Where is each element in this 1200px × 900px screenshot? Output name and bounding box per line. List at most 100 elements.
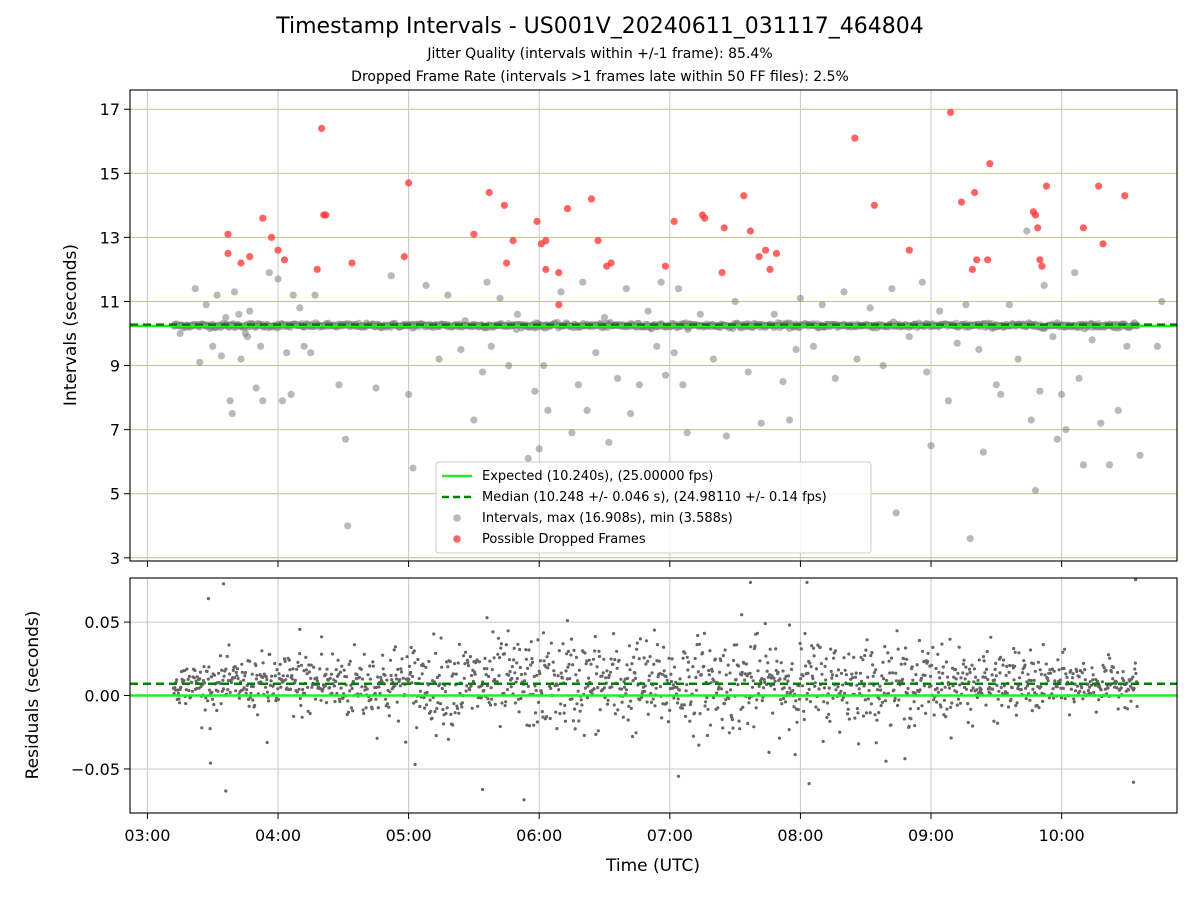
residual-point <box>529 663 533 667</box>
residual-point <box>190 689 194 693</box>
residual-point <box>983 675 988 680</box>
residual-point <box>1067 713 1072 717</box>
residual-point <box>547 662 551 667</box>
residual-point <box>1028 648 1033 652</box>
interval-point <box>289 291 297 299</box>
residual-point <box>488 703 493 707</box>
residual-point <box>953 668 958 672</box>
residual-point <box>195 675 199 679</box>
residual-point <box>1134 671 1138 676</box>
interval-point <box>1136 451 1144 459</box>
residual-point <box>504 700 508 704</box>
dropped-frame-point <box>500 201 508 209</box>
residual-point <box>1014 704 1018 708</box>
residual-point <box>945 707 949 711</box>
interval-point <box>202 301 210 309</box>
residual-point <box>661 702 665 706</box>
interval-point <box>779 378 787 386</box>
residual-point <box>405 655 409 659</box>
residual-point <box>966 702 970 706</box>
x-tick-label: 07:00 <box>647 826 693 845</box>
residual-point <box>961 671 965 675</box>
residual-point <box>287 658 291 662</box>
residual-point <box>662 669 666 673</box>
residual-point <box>306 709 310 713</box>
residual-point <box>777 736 782 740</box>
residual-point <box>602 686 607 690</box>
residual-point <box>829 669 833 674</box>
residual-point <box>587 658 591 662</box>
residual-point <box>633 676 638 681</box>
residual-point <box>413 762 417 767</box>
residual-point <box>752 725 756 729</box>
residual-point <box>523 672 527 676</box>
residual-point <box>748 671 752 675</box>
interval-point <box>966 535 974 543</box>
residual-point <box>224 789 228 793</box>
residual-point <box>638 698 642 702</box>
residual-point <box>985 667 989 672</box>
residual-point <box>784 674 788 679</box>
residual-point <box>309 663 313 667</box>
residual-point <box>646 712 650 716</box>
residual-point <box>775 659 779 663</box>
residual-point <box>557 649 561 653</box>
residual-point <box>763 622 767 626</box>
residual-point <box>1020 671 1025 675</box>
residual-point <box>348 689 352 693</box>
residual-point <box>878 684 882 688</box>
intervals-points <box>176 227 1166 543</box>
residual-point <box>627 704 631 708</box>
residual-point <box>871 663 875 667</box>
residual-point <box>903 662 907 666</box>
dropped-frame-point <box>1034 224 1042 232</box>
residual-point <box>931 645 935 650</box>
residual-point <box>864 648 868 652</box>
residual-point <box>370 707 374 711</box>
dropped-frame-point <box>762 246 770 254</box>
residual-point <box>1005 691 1009 695</box>
residual-point <box>874 741 878 745</box>
residual-point <box>744 662 749 666</box>
residual-point <box>715 691 719 695</box>
residual-point <box>359 667 363 671</box>
residual-point <box>273 674 277 678</box>
residual-point <box>880 674 884 678</box>
interval-point <box>1027 416 1035 424</box>
residual-point <box>571 719 576 723</box>
residual-point <box>644 662 648 666</box>
residual-point <box>407 664 411 668</box>
residual-point <box>245 688 249 692</box>
residual-point <box>792 705 796 709</box>
residual-point <box>254 663 258 668</box>
residual-point <box>935 700 939 704</box>
residual-point <box>371 660 375 664</box>
residual-point <box>1070 676 1075 680</box>
residual-point <box>999 655 1003 660</box>
residual-point <box>786 674 791 678</box>
residual-point <box>470 673 474 678</box>
residual-point <box>218 681 222 685</box>
residual-point <box>1015 701 1019 705</box>
residual-point <box>434 734 438 738</box>
residual-point <box>864 711 869 715</box>
residual-point <box>492 656 496 660</box>
residual-point <box>940 642 944 646</box>
residual-point <box>994 661 998 666</box>
dropped-frame-point <box>1038 262 1046 270</box>
residual-point <box>265 740 269 745</box>
residual-point <box>432 632 436 636</box>
residual-point <box>802 709 806 713</box>
residual-point <box>195 686 199 691</box>
residual-point <box>803 631 807 636</box>
residual-point <box>611 662 615 666</box>
interval-point <box>997 390 1005 398</box>
residual-point <box>783 677 787 681</box>
residual-point <box>605 702 610 706</box>
residual-point <box>992 678 997 682</box>
residual-point <box>414 699 418 704</box>
residual-point <box>863 653 867 658</box>
interval-point <box>592 349 600 357</box>
residual-point <box>937 670 941 674</box>
interval-point <box>936 307 944 315</box>
